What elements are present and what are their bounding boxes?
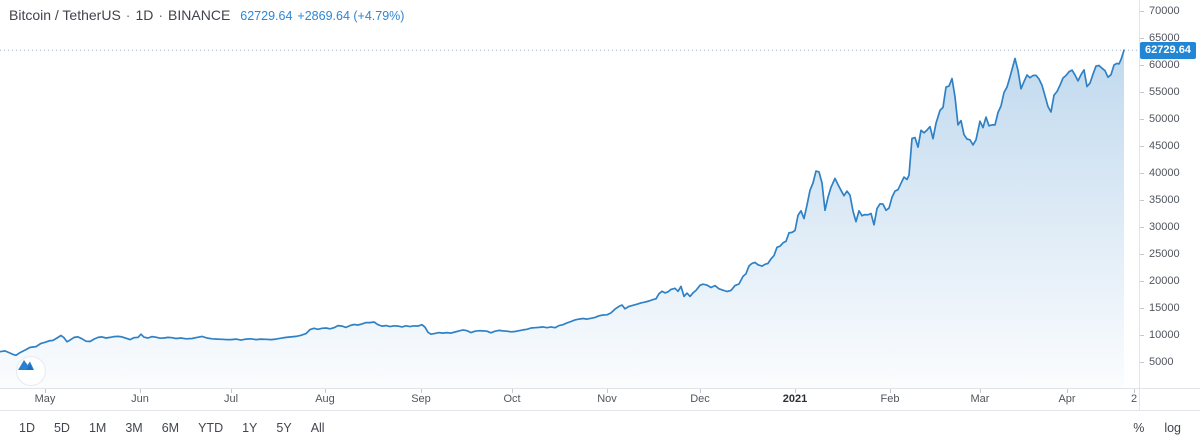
time-tick-mark <box>980 389 981 393</box>
symbol-legend: Bitcoin / TetherUS · 1D · BINANCE 62729.64 +28… <box>9 7 404 23</box>
price-tick-mark <box>1140 254 1144 255</box>
price-tick-mark <box>1140 146 1144 147</box>
time-axis[interactable]: May Jun Jul Aug Sep Oct Nov Dec 2021 Feb Mar Apr 2 <box>0 389 1200 410</box>
price-tick-mark <box>1140 362 1144 363</box>
tradingview-logo[interactable] <box>16 356 46 386</box>
toolbar-separator <box>0 410 1200 411</box>
price-tick-label: 40000 <box>1149 167 1180 179</box>
time-tick-label: Dec <box>690 393 710 405</box>
exchange-label: BINANCE <box>168 7 231 23</box>
price-tick-label: 35000 <box>1149 194 1180 206</box>
price-tick-label: 25000 <box>1149 248 1180 260</box>
price-tick-label: 10000 <box>1149 329 1180 341</box>
time-axis-separator <box>0 388 1200 389</box>
price-tick-mark <box>1140 200 1144 201</box>
range-selector: 1D 5D 1M 3M 6M YTD 1Y 5Y All <box>15 419 329 437</box>
time-tick-mark <box>1134 389 1135 393</box>
time-tick-mark <box>890 389 891 393</box>
range-button-6m[interactable]: 6M <box>158 419 183 437</box>
price-tick-label: 70000 <box>1149 5 1180 17</box>
price-tick-mark <box>1140 173 1144 174</box>
price-tick-mark <box>1140 335 1144 336</box>
price-tick-label: 50000 <box>1149 113 1180 125</box>
tradingview-logo-icon <box>18 360 34 370</box>
last-price-value: 62729.64 <box>240 9 293 23</box>
time-tick-mark <box>795 389 796 393</box>
range-button-ytd[interactable]: YTD <box>194 419 227 437</box>
time-tick-label: Sep <box>411 393 431 405</box>
bottom-toolbar: 1D 5D 1M 3M 6M YTD 1Y 5Y All % log <box>0 411 1200 444</box>
price-tick-mark <box>1140 92 1144 93</box>
price-tick-mark <box>1140 38 1144 39</box>
time-tick-mark <box>512 389 513 393</box>
symbol-title[interactable]: Bitcoin / TetherUS <box>9 7 121 23</box>
time-tick-label: Jul <box>223 393 239 405</box>
time-tick-label: Apr <box>1058 393 1076 405</box>
price-tick-label: 30000 <box>1149 221 1180 233</box>
range-button-5y[interactable]: 5Y <box>272 419 295 437</box>
chart-canvas[interactable]: Bitcoin / TetherUS · 1D · BINANCE 62729.64 +28… <box>0 0 1140 388</box>
range-button-1m[interactable]: 1M <box>85 419 110 437</box>
price-tick-mark <box>1140 11 1144 12</box>
time-tick-label: Jun <box>131 393 149 405</box>
range-button-3m[interactable]: 3M <box>121 419 146 437</box>
time-tick-label: Feb <box>880 393 900 405</box>
range-button-all[interactable]: All <box>307 419 329 437</box>
price-change-value: +2869.64 (+4.79%) <box>297 9 405 23</box>
time-tick-label: 2 <box>1130 393 1138 405</box>
time-tick-mark <box>45 389 46 393</box>
price-tick-mark <box>1140 308 1144 309</box>
price-tick-mark <box>1140 119 1144 120</box>
price-tick-label: 20000 <box>1149 275 1180 287</box>
price-tick-mark <box>1140 65 1144 66</box>
price-tick-mark <box>1140 227 1144 228</box>
range-button-1y[interactable]: 1Y <box>238 419 261 437</box>
time-tick-mark <box>325 389 326 393</box>
time-tick-mark <box>140 389 141 393</box>
price-tick-label: 65000 <box>1149 32 1180 44</box>
price-tick-label: 60000 <box>1149 59 1180 71</box>
range-button-5d[interactable]: 5D <box>50 419 74 437</box>
time-tick-label: May <box>34 393 56 405</box>
price-tick-label: 15000 <box>1149 302 1180 314</box>
time-tick-label: Aug <box>315 393 335 405</box>
price-tick-label: 55000 <box>1149 86 1180 98</box>
time-tick-mark <box>1067 389 1068 393</box>
price-line <box>0 49 1125 357</box>
legend-separator: · <box>125 7 131 23</box>
time-tick-label: Nov <box>597 393 617 405</box>
time-tick-label: 2021 <box>782 393 808 405</box>
time-tick-mark <box>607 389 608 393</box>
price-axis-separator <box>1139 0 1140 410</box>
time-tick-label: Mar <box>970 393 990 405</box>
log-scale-button[interactable]: log <box>1160 419 1185 437</box>
area-fill <box>0 50 1124 388</box>
price-tick-label: 45000 <box>1149 140 1180 152</box>
price-tick-label: 5000 <box>1149 356 1174 368</box>
legend-separator: · <box>158 7 164 23</box>
interval-label[interactable]: 1D <box>135 7 154 23</box>
percent-scale-button[interactable]: % <box>1129 419 1148 437</box>
price-tick-mark <box>1140 281 1144 282</box>
scale-mode-buttons: % log <box>1129 419 1185 437</box>
range-button-1d[interactable]: 1D <box>15 419 39 437</box>
time-tick-label: Oct <box>503 393 521 405</box>
last-price-badge: 62729.64 <box>1140 42 1196 59</box>
price-axis[interactable]: 62729.64 70000 65000 60000 55000 50000 45000 4… <box>1140 0 1200 388</box>
time-tick-mark <box>231 389 232 393</box>
price-chart[interactable] <box>0 0 1140 388</box>
time-tick-mark <box>700 389 701 393</box>
time-tick-mark <box>421 389 422 393</box>
